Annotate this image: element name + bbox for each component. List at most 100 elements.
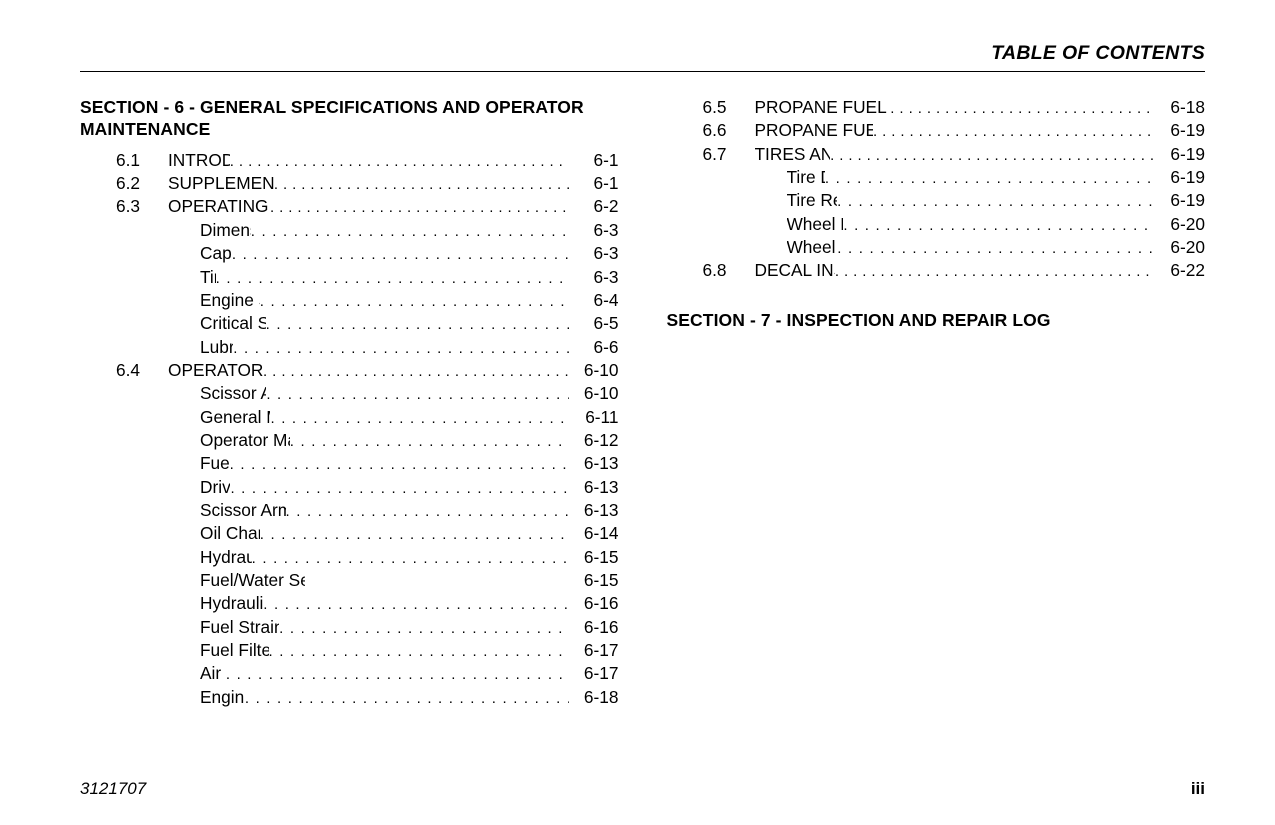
- toc-entry: 6.1INTRODUCTION6-1: [80, 149, 619, 172]
- toc-leader: [830, 143, 1155, 166]
- toc-entry: Engine Specifications6-4: [80, 289, 619, 312]
- toc-entry-number: 6.2: [80, 172, 168, 195]
- toc-leader: [230, 476, 568, 499]
- toc-entry-label: Operator Maintenance Components: [200, 429, 290, 452]
- toc-entry-page: 6-3: [569, 242, 619, 265]
- toc-entry: Engine Coolant6-18: [80, 686, 619, 709]
- toc-entry: 6.4OPERATOR MAINTENANCE 6-10: [80, 359, 619, 382]
- running-head: TABLE OF CONTENTS: [80, 42, 1205, 65]
- toc-entry-label: Tires: [200, 266, 216, 289]
- toc-entry-label: Dimensional Data: [200, 219, 251, 242]
- toc-entry-page: 6-19: [1155, 119, 1205, 142]
- toc-entry-label: Wheel Replacement: [787, 213, 844, 236]
- toc-entry-label: Fuel Tank: [200, 452, 230, 475]
- toc-entry-number: 6.8: [667, 259, 755, 282]
- toc-leader: [837, 236, 1155, 259]
- toc-entry-page: 6-15: [569, 569, 619, 592]
- toc-entry-label: Tire Damage: [787, 166, 825, 189]
- toc-entry-label: General Maintenance Tips: [200, 406, 270, 429]
- toc-leader: [270, 195, 569, 218]
- toc-entry: Operator Maintenance Components6-12: [80, 429, 619, 452]
- toc-leader: [263, 359, 568, 382]
- toc-entry-page: 6-3: [569, 266, 619, 289]
- toc-entry: Wheel Replacement6-20: [667, 213, 1206, 236]
- toc-entry-page: 6-14: [569, 522, 619, 545]
- toc-entry-page: 6-17: [569, 662, 619, 685]
- toc-leader: [260, 289, 569, 312]
- toc-leader: [216, 266, 569, 289]
- toc-entry-label: Wheel Installation: [787, 236, 838, 259]
- toc-entry: General Maintenance Tips 6-11: [80, 406, 619, 429]
- toc-entry-number: 6.4: [80, 359, 168, 382]
- toc-entry-number: 6.7: [667, 143, 755, 166]
- toc-entry-page: 6-19: [1155, 189, 1205, 212]
- toc-entry-label: INTRODUCTION: [168, 149, 230, 172]
- toc-entry-label: Scissor Arm Safety Prop: [200, 382, 266, 405]
- toc-entry-label: DECAL INSTALLATION: [755, 259, 835, 282]
- toc-entry-page: 6-11: [569, 406, 619, 429]
- toc-leader: [873, 119, 1155, 142]
- toc-entry-label: Fuel Strainer (Diesel) - Kubota: [200, 616, 279, 639]
- toc-entry-page: 6-3: [569, 219, 619, 242]
- toc-entry-label: Oil Change with Filter: [200, 522, 260, 545]
- toc-entry: 6.6PROPANE FUEL SYSTEM LEAK TEST6-19: [667, 119, 1206, 142]
- toc-leader: [843, 213, 1155, 236]
- toc-leader: [230, 452, 569, 475]
- toc-leader: [835, 259, 1155, 282]
- toc-leader: [825, 166, 1155, 189]
- footer-pagenum: iii: [1191, 779, 1205, 799]
- toc-entry-number: 6.5: [667, 96, 755, 119]
- toc-entry-page: 6-6: [569, 336, 619, 359]
- toc-entry-page: 6-19: [1155, 143, 1205, 166]
- toc-entry-page: 6-10: [569, 359, 619, 382]
- toc-entry: Hydraulic Oil Tank6-15: [80, 546, 619, 569]
- toc-entry-page: 6-16: [569, 616, 619, 639]
- section-heading-6: SECTION - 6 - GENERAL SPECIFICATIONS AND…: [80, 96, 619, 141]
- toc-leader: [890, 96, 1155, 119]
- toc-entry-page: 6-10: [569, 382, 619, 405]
- toc-entry-page: 6-20: [1155, 236, 1205, 259]
- toc-leader: [274, 172, 569, 195]
- toc-entry-label: Fuel Filter (Gas) - Kubota: [200, 639, 269, 662]
- toc-entry-number: 6.3: [80, 195, 168, 218]
- toc-entry-page: 6-13: [569, 476, 619, 499]
- toc-leader: [270, 406, 568, 429]
- toc-entry: 6.3OPERATING SPECIFICATIONS6-2: [80, 195, 619, 218]
- toc-leader: [245, 686, 569, 709]
- toc-column-right: 6.5PROPANE FUEL SYSTEM PRESSURE RELIEF6-…: [667, 96, 1206, 709]
- toc-leader: [286, 499, 569, 522]
- toc-entry: Fuel/Water Separator Filter (Diesel) - K…: [80, 569, 619, 592]
- toc-entry-label: OPERATOR MAINTENANCE: [168, 359, 263, 382]
- toc-leader: [263, 592, 568, 615]
- toc-entry-page: 6-17: [569, 639, 619, 662]
- toc-entry: Capacities 6-3: [80, 242, 619, 265]
- toc-entry-label: TIRES AND WHEELS: [755, 143, 831, 166]
- toc-entry-page: 6-13: [569, 452, 619, 475]
- toc-entry-number: 6.6: [667, 119, 755, 142]
- toc-leader: [279, 616, 568, 639]
- toc-entry-number: 6.1: [80, 149, 168, 172]
- toc-entry-label: Engine Coolant: [200, 686, 245, 709]
- toc-entry-page: 6-4: [569, 289, 619, 312]
- toc-entry-label: Fuel/Water Separator Filter (Diesel) - K…: [200, 569, 305, 592]
- toc-entry: 6.5PROPANE FUEL SYSTEM PRESSURE RELIEF6-…: [667, 96, 1206, 119]
- toc-entry-page: 6-15: [569, 546, 619, 569]
- toc-entry-label: Lubrication: [200, 336, 233, 359]
- toc-entry: Wheel Installation 6-20: [667, 236, 1206, 259]
- toc-entry-page: 6-18: [1155, 96, 1205, 119]
- toc-columns: SECTION - 6 - GENERAL SPECIFICATIONS AND…: [80, 96, 1205, 709]
- toc-entry: Lubrication 6-6: [80, 336, 619, 359]
- toc-entry-label: Hydraulic Charge Filter: [200, 592, 263, 615]
- toc-leader: [266, 312, 569, 335]
- toc-entry: Tires 6-3: [80, 266, 619, 289]
- toc-entry-page: 6-13: [569, 499, 619, 522]
- toc-entry-label: Capacities: [200, 242, 232, 265]
- toc-entry-label: OPERATING SPECIFICATIONS: [168, 195, 270, 218]
- toc-column-left: SECTION - 6 - GENERAL SPECIFICATIONS AND…: [80, 96, 619, 709]
- toc-leader: [266, 382, 568, 405]
- footer-docnum: 3121707: [80, 779, 146, 799]
- toc-leader: [837, 189, 1155, 212]
- toc-leader: [290, 429, 569, 452]
- toc-entry: Tire Replacement6-19: [667, 189, 1206, 212]
- toc-entry-label: Critical Stability Weights: [200, 312, 266, 335]
